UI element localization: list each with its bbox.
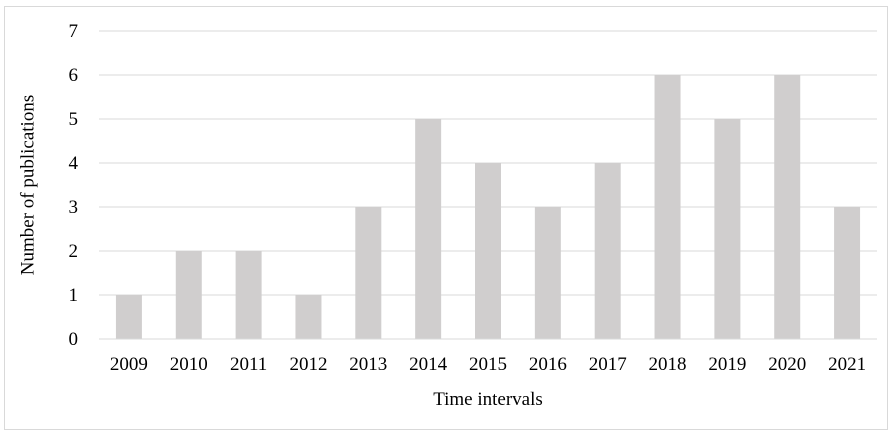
bar-2016 bbox=[534, 207, 561, 339]
x-tick-label: 2018 bbox=[649, 354, 687, 375]
chart-frame bbox=[4, 6, 888, 430]
y-tick-label: 6 bbox=[69, 65, 79, 86]
x-tick-label: 2012 bbox=[289, 354, 327, 375]
y-tick-label: 2 bbox=[69, 241, 79, 262]
y-tick-label: 5 bbox=[69, 109, 79, 130]
x-tick-label: 2010 bbox=[170, 354, 208, 375]
x-tick-label: 2013 bbox=[349, 354, 387, 375]
bar-2018 bbox=[654, 75, 681, 339]
y-tick-label: 4 bbox=[69, 153, 79, 174]
bar-2021 bbox=[834, 207, 861, 339]
x-tick-label: 2015 bbox=[469, 354, 507, 375]
bar-2010 bbox=[175, 251, 202, 339]
x-tick-label: 2009 bbox=[110, 354, 148, 375]
y-tick-label: 0 bbox=[69, 329, 79, 350]
x-tick-label: 2011 bbox=[230, 354, 267, 375]
bar-2015 bbox=[475, 163, 501, 339]
x-axis-title: Time intervals bbox=[433, 389, 543, 410]
y-tick-label: 3 bbox=[69, 197, 79, 218]
bar-2017 bbox=[594, 163, 621, 339]
bars bbox=[115, 75, 861, 339]
gridlines bbox=[99, 30, 877, 296]
x-tick-label: 2021 bbox=[828, 354, 866, 375]
bar-2014 bbox=[415, 119, 442, 339]
bar-2019 bbox=[714, 119, 741, 339]
bar-2020 bbox=[774, 75, 801, 339]
x-tick-label: 2014 bbox=[409, 354, 448, 375]
y-axis-title: Number of publications bbox=[18, 95, 39, 275]
x-tick-label: 2016 bbox=[529, 354, 567, 375]
bar-2011 bbox=[235, 251, 262, 339]
bar-2013 bbox=[355, 207, 382, 339]
x-tick-label: 2017 bbox=[589, 354, 627, 375]
x-axis-ticks: 2009 2010 2011 2012 2013 2014 2015 2016 2017 2018… bbox=[110, 354, 866, 375]
y-tick-label: 1 bbox=[69, 285, 79, 306]
bar-2012 bbox=[295, 295, 322, 339]
bar-2009 bbox=[115, 295, 142, 339]
x-tick-label: 2020 bbox=[768, 354, 806, 375]
y-axis-ticks: 0 1 2 3 4 5 6 7 bbox=[69, 21, 79, 350]
x-tick-label: 2019 bbox=[708, 354, 746, 375]
y-tick-label: 7 bbox=[69, 21, 79, 42]
